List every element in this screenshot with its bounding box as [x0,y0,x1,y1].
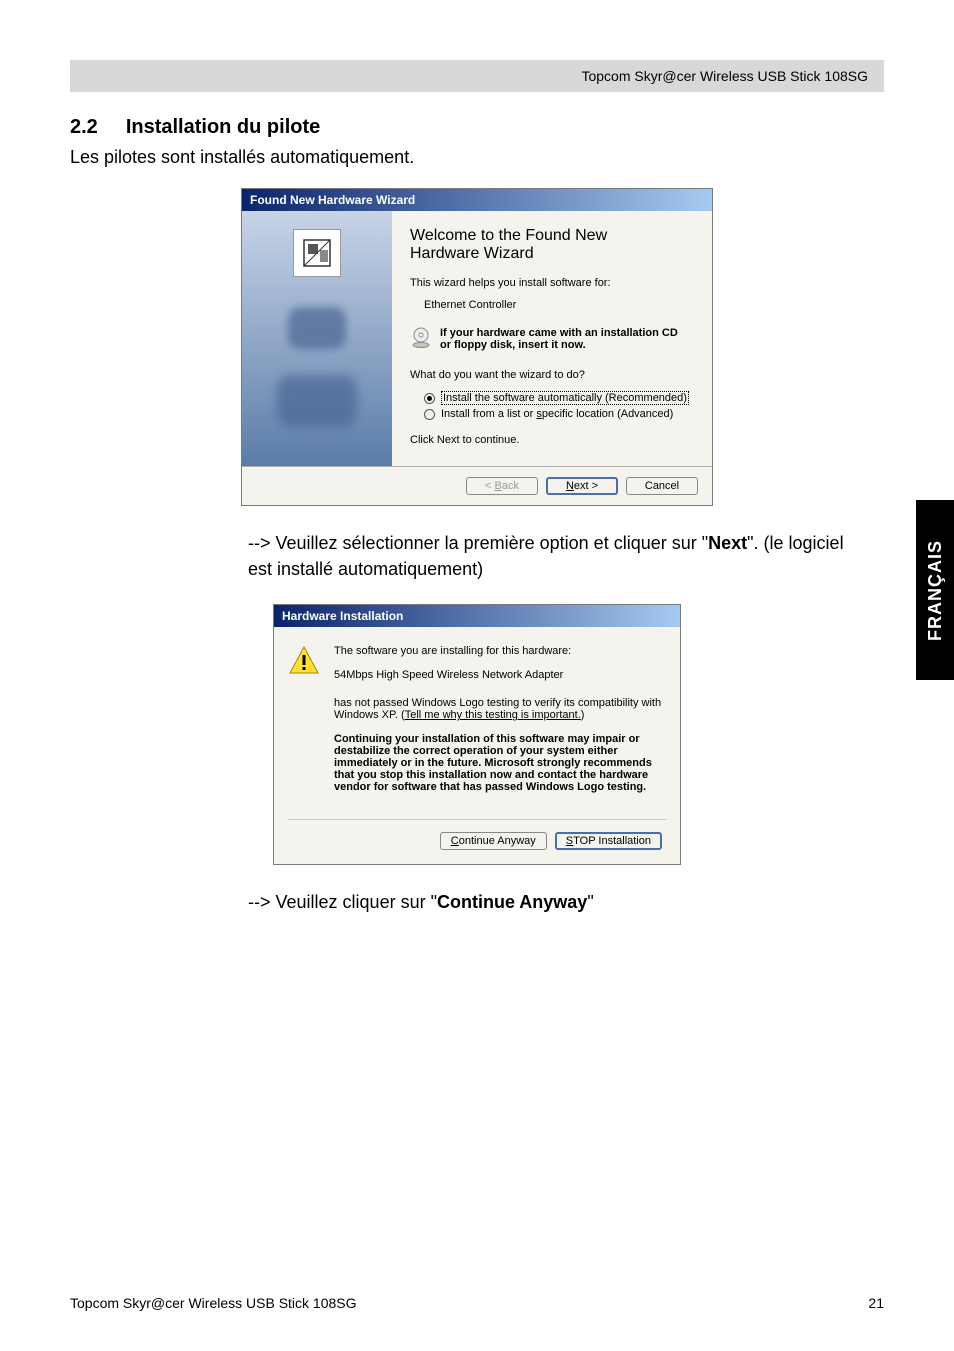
cd-line2: or floppy disk, insert it now. [440,339,586,351]
back-t: ack [502,480,519,492]
dialog1-content: Welcome to the Found New Hardware Wizard… [392,211,712,466]
continue-anyway-button[interactable]: Continue Anyway [440,832,547,850]
tell-me-why-link[interactable]: Tell me why this testing is important. [405,709,581,721]
d2-device: 54Mbps High Speed Wireless Network Adapt… [334,669,662,681]
product-name: Topcom Skyr@cer Wireless USB Stick 108SG [581,68,868,84]
dialog2-titlebar: Hardware Installation [274,605,680,627]
opt2-post: pecific location (Advanced) [542,408,673,420]
dialog1-heading: Welcome to the Found New Hardware Wizard [410,227,694,263]
dialog1-intro: This wizard helps you install software f… [410,277,694,289]
cd-hint-row: If your hardware came with an installati… [410,327,694,351]
d2-p2b: ) [581,709,585,721]
hardware-installation-dialog: Hardware Installation The software you a… [273,604,681,865]
device-icon [293,229,341,277]
d2-warning-bold: Continuing your installation of this sof… [334,733,662,793]
next-button[interactable]: Next > [546,477,618,495]
radio-label-advanced: Install from a list or specific location… [441,408,673,420]
back-button: < Back [466,477,538,495]
dialog2-body: The software you are installing for this… [274,627,680,811]
instr2-bold: Continue Anyway [437,892,587,912]
dialog2-text: The software you are installing for this… [334,645,662,805]
intro-text: Les pilotes sont installés automatiqueme… [70,147,884,168]
page: Topcom Skyr@cer Wireless USB Stick 108SG… [0,0,954,1351]
d2-p2: has not passed Windows Logo testing to v… [334,697,662,721]
page-number: 21 [868,1295,884,1311]
dialog2-button-row: Continue Anyway STOP Installation [274,820,680,864]
dialog1-titlebar: Found New Hardware Wizard [242,189,712,211]
instr1-pre: --> Veuillez sélectionner la première op… [248,533,708,553]
wizard-question: What do you want the wizard to do? [410,369,694,381]
dialog1-body: Welcome to the Found New Hardware Wizard… [242,211,712,466]
dialog1-sidebar-image [242,211,392,466]
d2-link-t: ell me why this testing is important. [410,709,581,721]
instruction-1: --> Veuillez sélectionner la première op… [248,530,884,582]
topbar: Topcom Skyr@cer Wireless USB Stick 108SG [70,60,884,92]
radio-option-auto[interactable]: Install the software automatically (Reco… [424,391,694,405]
dialog1-button-row: < Back Next > Cancel [242,466,712,505]
heading-line1: Welcome to the Found New [410,227,607,244]
stop-installation-button[interactable]: STOP Installation [555,832,662,850]
footer: Topcom Skyr@cer Wireless USB Stick 108SG… [70,1295,884,1311]
warning-icon [288,645,320,677]
language-label: FRANÇAIS [925,540,946,641]
found-hardware-wizard-dialog: Found New Hardware Wizard Welcome to the… [241,188,713,506]
radio-option-advanced[interactable]: Install from a list or specific location… [424,408,694,420]
click-next-text: Click Next to continue. [410,434,694,446]
cd-line1: If your hardware came with an installati… [440,327,678,339]
d2-p1: The software you are installing for this… [334,645,662,657]
radio-unselected-icon [424,409,435,420]
radio-selected-icon [424,393,435,404]
instr2-post: " [587,892,593,912]
section-title: Installation du pilote [126,116,320,139]
back-u: B [495,480,502,492]
instruction-2: --> Veuillez cliquer sur "Continue Anywa… [248,889,884,915]
instr2-pre: --> Veuillez cliquer sur " [248,892,437,912]
section-number: 2.2 [70,116,98,139]
decorative-blob [288,307,346,349]
section-heading: 2.2 Installation du pilote [70,116,884,139]
language-tab: FRANÇAIS [916,500,954,680]
radio-label-auto: Install the software automatically (Reco… [441,391,689,405]
cd-icon [410,327,432,349]
cd-hint-text: If your hardware came with an installati… [440,327,678,351]
decorative-blob [277,375,357,427]
heading-line2: Hardware Wizard [410,245,534,262]
footer-left: Topcom Skyr@cer Wireless USB Stick 108SG [70,1295,357,1311]
cancel-button[interactable]: Cancel [626,477,698,495]
instr1-bold: Next [708,533,747,553]
cont-u: C [451,835,459,847]
opt2-pre: Install from a list or [441,408,536,420]
next-u: N [566,480,574,492]
stop-t: TOP Installation [573,835,651,847]
cont-t: ontinue Anyway [459,835,536,847]
next-t: ext > [574,480,598,492]
device-name: Ethernet Controller [424,299,694,311]
